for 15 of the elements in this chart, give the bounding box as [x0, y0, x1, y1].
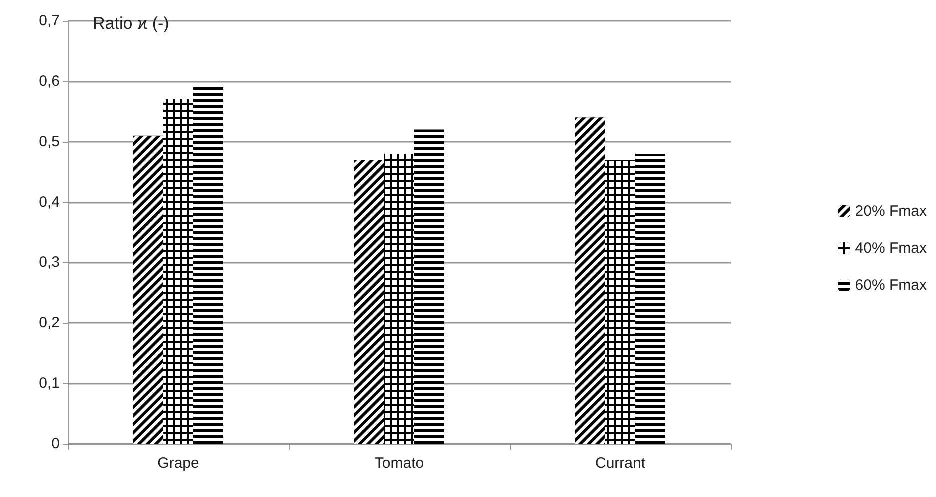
y-axis-title: Ratio ϰ (-) — [93, 14, 170, 33]
y-tick-label: 0,1 — [39, 375, 60, 392]
y-tick-label: 0,7 — [39, 12, 60, 30]
y-tick-label: 0,3 — [39, 254, 60, 272]
x-tick-label: Grape — [158, 455, 200, 472]
y-tick-label: 0,5 — [39, 133, 60, 150]
y-tick-label: 0,2 — [39, 314, 60, 332]
x-tick-label: Tomato — [374, 455, 424, 472]
legend-label: 60% Fmax — [855, 277, 928, 294]
legend-label: 40% Fmax — [855, 240, 928, 257]
y-tick-label: 0,4 — [39, 194, 60, 211]
y-tick-label: 0,6 — [39, 72, 60, 90]
y-tick-label: 0 — [52, 436, 60, 452]
x-tick-label: Currant — [595, 455, 646, 472]
legend-label: 20% Fmax — [855, 203, 928, 220]
